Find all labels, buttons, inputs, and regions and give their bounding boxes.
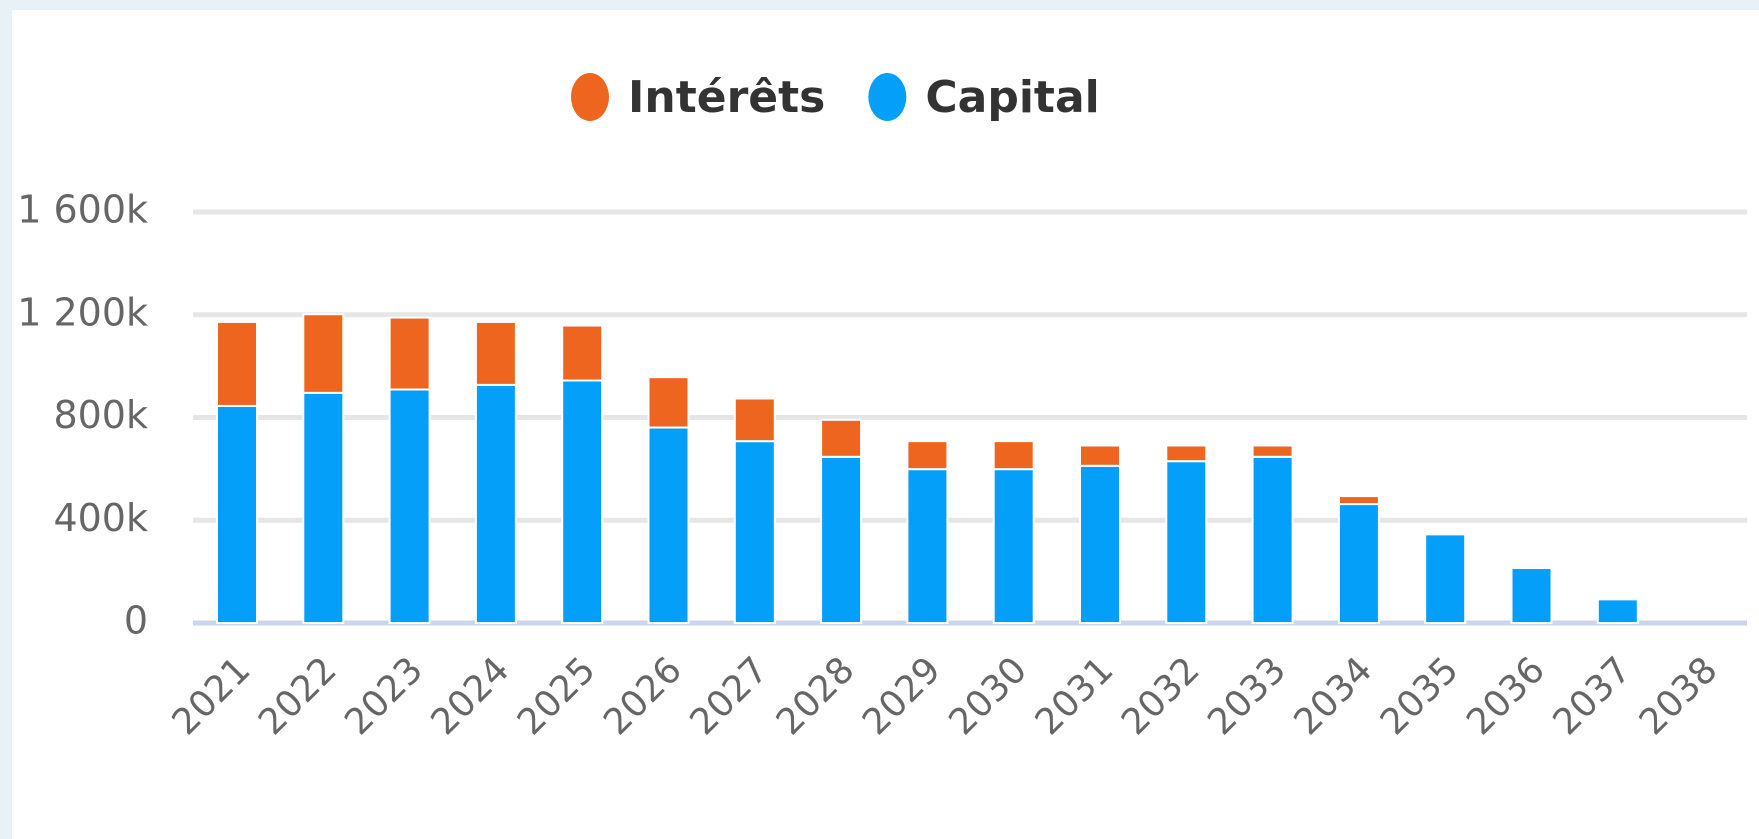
y-tick-label: 400k (53, 496, 148, 540)
bar-segment (302, 313, 345, 394)
legend-marker (868, 73, 907, 121)
bar-segment (1337, 495, 1380, 506)
bar-segment (733, 397, 776, 443)
bar-segment (1510, 567, 1553, 624)
bar-segment (820, 455, 863, 624)
legend-label: Intérêts (628, 72, 825, 123)
bar-segment (1165, 444, 1208, 463)
bar-segment (647, 376, 690, 429)
y-tick-label: 1 600k (17, 188, 148, 232)
legend-marker (571, 73, 609, 121)
bar-segment (474, 383, 517, 624)
bar-segment (302, 391, 345, 624)
bar-segment (992, 440, 1035, 471)
bar-segment (1424, 533, 1467, 624)
bar-segment (561, 324, 604, 382)
bar-segment (216, 404, 258, 624)
bar-segment (733, 440, 776, 624)
bar-segment (820, 418, 863, 458)
bar-segment (561, 379, 604, 625)
legend-label: Capital (925, 72, 1099, 123)
bar-segment (1337, 503, 1380, 624)
y-tick-label: 800k (53, 393, 148, 437)
bar-segment (647, 426, 690, 624)
bar-segment (1251, 455, 1294, 624)
y-tick-label: 0 (124, 599, 148, 643)
bar-segment (992, 468, 1035, 624)
bar-segment (1596, 598, 1639, 624)
y-tick-label: 1 200k (17, 290, 148, 334)
bar-segment (1251, 444, 1294, 458)
bar-segment (906, 468, 949, 624)
bar-segment (216, 320, 258, 407)
bar-segment (906, 440, 949, 471)
bar-segment (388, 316, 431, 391)
bar-segment (1165, 460, 1208, 625)
bar-segment (388, 388, 431, 624)
bar-segment (1079, 444, 1121, 467)
bar-segment (1079, 464, 1121, 625)
bar-segment (474, 320, 517, 386)
